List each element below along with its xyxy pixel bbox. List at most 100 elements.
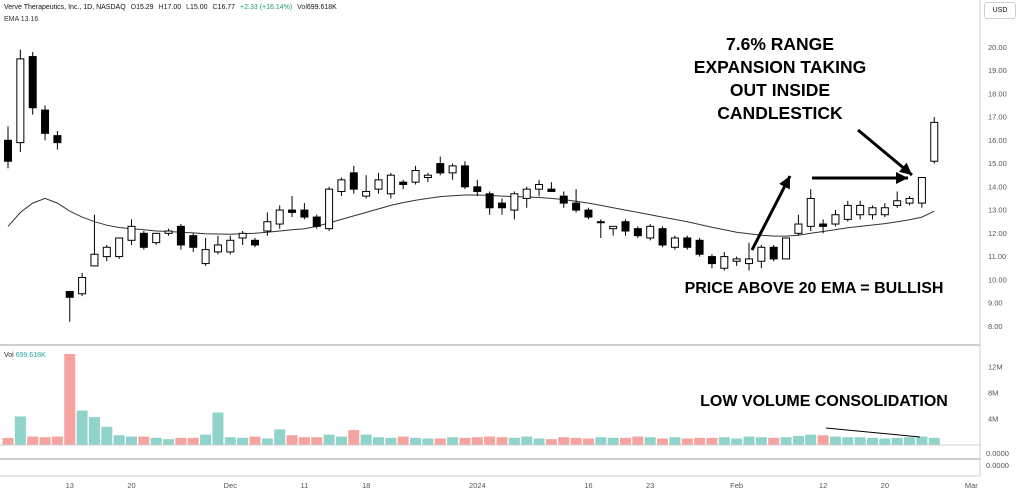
candle-up: [213, 235, 222, 255]
arrow-head: [779, 176, 790, 190]
volume-bar: [731, 438, 743, 445]
candle-body: [251, 239, 259, 246]
candle-body: [596, 221, 605, 224]
candle-down: [621, 219, 630, 236]
candle-up: [782, 237, 791, 260]
price-tick-label: 20.00: [988, 43, 1007, 52]
candle-body: [510, 193, 519, 211]
currency-button[interactable]: USD: [984, 2, 1016, 19]
volume-bar: [88, 417, 100, 445]
candle-down: [65, 290, 74, 322]
open-label: O: [130, 4, 137, 11]
candle-body: [139, 232, 148, 248]
candle-body: [90, 253, 99, 267]
time-tick-label: 12: [819, 481, 827, 490]
time-tick-label: 23: [646, 481, 654, 490]
candle-up: [609, 225, 618, 236]
candle-body: [806, 197, 815, 227]
candle-body: [386, 174, 395, 195]
candle-body: [880, 207, 889, 216]
volume-bar: [755, 437, 767, 445]
candle-up: [720, 251, 729, 271]
candle-down: [473, 179, 482, 197]
candle-body: [732, 258, 741, 262]
volume-bar: [410, 437, 422, 445]
candle-body: [547, 188, 556, 192]
price-tick-label: 18.00: [988, 89, 1007, 98]
volume-bar: [508, 437, 520, 445]
candle-down: [349, 165, 358, 194]
volume-bar: [928, 437, 940, 445]
volume-tick-label: 8M: [988, 389, 998, 398]
time-tick-label: 18: [362, 481, 370, 490]
candle-body: [794, 223, 803, 234]
volume-bar: [224, 437, 236, 445]
volume-legend-label: Vol: [4, 352, 14, 359]
volume-bar: [51, 436, 63, 445]
candle-up: [917, 177, 926, 208]
candle-up: [510, 191, 519, 220]
candle-up: [201, 237, 210, 266]
candle-body: [707, 256, 716, 265]
candle-body: [189, 235, 198, 248]
candle-up: [880, 203, 889, 218]
volume-bar: [743, 436, 755, 445]
volume-bar: [459, 437, 471, 445]
volume-legend[interactable]: Vol 699.618K: [4, 352, 46, 359]
volume-bar: [582, 438, 594, 445]
candle-down: [572, 189, 581, 213]
candle-up: [670, 235, 679, 250]
candle-up: [794, 214, 803, 236]
volume-bar: [867, 437, 878, 445]
candle-up: [905, 196, 914, 206]
candle-up: [386, 172, 395, 199]
candle-body: [65, 290, 74, 298]
volume-bar: [200, 434, 212, 445]
candle-body: [53, 135, 62, 144]
candle-up: [893, 191, 902, 208]
candle-up: [522, 186, 531, 208]
ema-legend[interactable]: EMA 13.16: [4, 16, 38, 23]
candle-body: [16, 58, 25, 144]
arrow-to-breakout: [750, 175, 792, 251]
volume-bar: [113, 435, 125, 445]
header-vol-value: 699.618K: [306, 4, 337, 11]
candle-down: [28, 51, 37, 115]
volume-bar: [545, 439, 557, 445]
volume-bar: [76, 410, 88, 445]
candle-body: [4, 139, 12, 162]
candle-down: [460, 161, 469, 190]
candle-body: [658, 228, 667, 246]
volume-bar: [434, 438, 446, 445]
arrow-to-expansion-candle: [857, 128, 913, 177]
volume-bar: [323, 434, 335, 445]
candle-body: [930, 121, 939, 162]
candle-body: [436, 163, 445, 174]
candle-down: [658, 226, 667, 248]
volume-bar: [249, 436, 261, 445]
header-vol-label: Vol: [297, 4, 307, 11]
chart-header: Verve Therapeutics, Inc., 1D, NASDAQ O15…: [4, 4, 340, 11]
volume-bar: [768, 437, 780, 445]
candle-down: [707, 254, 716, 269]
candle-body: [893, 200, 902, 206]
candle-body: [473, 186, 482, 192]
close-value: 16.77: [217, 4, 236, 11]
candle-body: [325, 188, 334, 230]
volume-bar: [286, 435, 298, 445]
candle-up: [263, 212, 272, 236]
candle-body: [745, 258, 753, 265]
candle-body: [769, 246, 778, 260]
candle-body: [263, 221, 272, 232]
volume-bar: [854, 437, 866, 445]
candle-body: [856, 204, 865, 216]
candle-body: [831, 214, 840, 225]
volume-bar: [521, 436, 533, 445]
candle-body: [423, 174, 432, 179]
candle-body: [152, 232, 161, 244]
annotation-range-expansion-line: OUT INSIDE: [730, 80, 830, 100]
arrow-head: [896, 172, 908, 184]
candle-up: [127, 219, 136, 245]
volume-bar: [373, 437, 384, 445]
